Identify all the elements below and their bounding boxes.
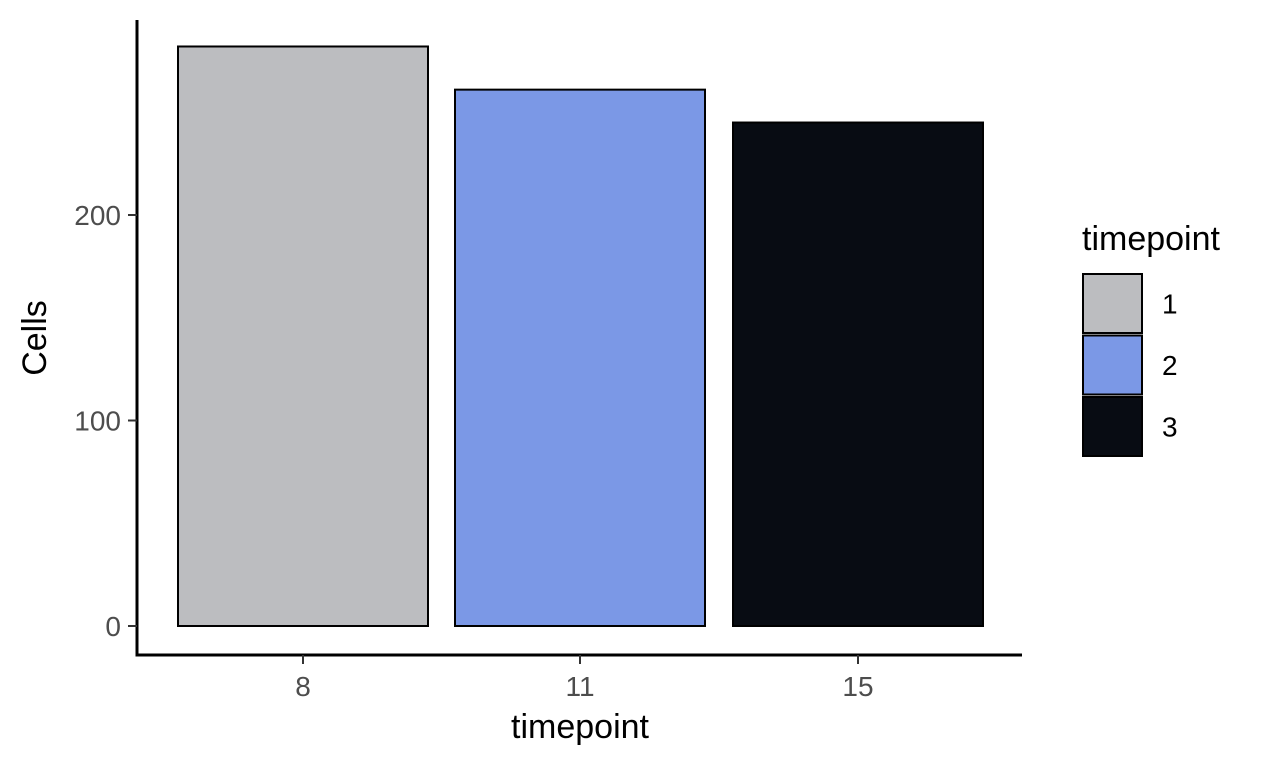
legend-key-2 — [1082, 334, 1143, 396]
legend-items: 1 2 3 — [1082, 273, 1178, 457]
x-axis-title: timepoint — [511, 708, 650, 746]
x-tick-label-11: 11 — [565, 671, 594, 702]
legend-label-1: 1 — [1162, 289, 1178, 320]
bar-11 — [454, 88, 706, 627]
y-tick-label-100: 100 — [74, 406, 121, 437]
legend-key-3 — [1082, 396, 1143, 457]
bar-15 — [732, 121, 984, 628]
axes-layer: 0 100 200 8 11 15 — [74, 20, 1022, 702]
y-axis-title: Cells — [16, 300, 54, 376]
y-tick-label-200: 200 — [74, 200, 121, 231]
legend-key-1 — [1082, 273, 1143, 334]
bars-layer — [177, 45, 984, 628]
x-tick-label-15: 15 — [842, 671, 873, 702]
legend-label-2: 2 — [1162, 350, 1178, 381]
y-tick-label-0: 0 — [105, 611, 121, 642]
legend-label-3: 3 — [1162, 412, 1178, 443]
bar-8 — [177, 45, 429, 628]
legend-title: timepoint — [1082, 220, 1221, 258]
x-tick-label-8: 8 — [295, 671, 311, 702]
legend: timepoint 1 2 3 — [1082, 220, 1221, 457]
